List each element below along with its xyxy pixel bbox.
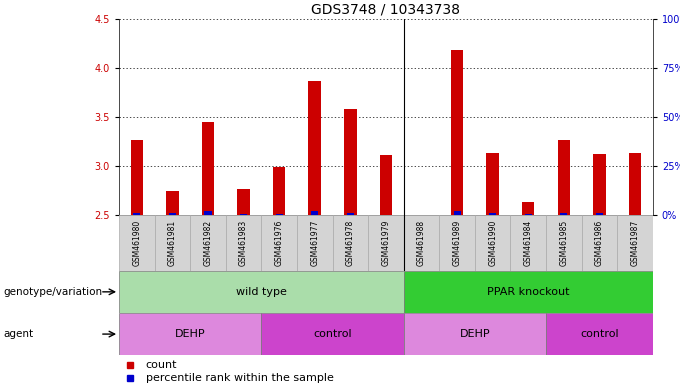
Bar bbox=[333, 215, 368, 271]
Text: GSM461988: GSM461988 bbox=[417, 220, 426, 266]
Bar bbox=[617, 215, 653, 271]
Text: GSM461980: GSM461980 bbox=[133, 220, 141, 266]
Text: percentile rank within the sample: percentile rank within the sample bbox=[146, 373, 334, 383]
Text: PPAR knockout: PPAR knockout bbox=[487, 287, 569, 297]
Text: GSM461985: GSM461985 bbox=[560, 220, 568, 266]
Text: genotype/variation: genotype/variation bbox=[3, 287, 103, 297]
Bar bbox=[522, 202, 534, 215]
Bar bbox=[297, 215, 333, 271]
Bar bbox=[368, 215, 404, 271]
Bar bbox=[593, 154, 606, 215]
Bar bbox=[119, 215, 154, 271]
Text: GSM461983: GSM461983 bbox=[239, 220, 248, 266]
Bar bbox=[489, 213, 496, 215]
Text: DEHP: DEHP bbox=[175, 329, 205, 339]
Text: GSM461987: GSM461987 bbox=[630, 220, 639, 266]
Bar bbox=[546, 215, 581, 271]
Bar bbox=[451, 50, 463, 215]
Text: GSM461984: GSM461984 bbox=[524, 220, 532, 266]
Bar bbox=[560, 213, 567, 215]
Text: count: count bbox=[146, 360, 177, 370]
Bar bbox=[439, 215, 475, 271]
Bar bbox=[511, 215, 546, 271]
Bar bbox=[404, 313, 546, 355]
Bar bbox=[240, 214, 247, 215]
Text: GSM461977: GSM461977 bbox=[310, 220, 319, 266]
Text: GSM461982: GSM461982 bbox=[203, 220, 212, 266]
Text: GSM461979: GSM461979 bbox=[381, 220, 390, 266]
Bar bbox=[546, 313, 653, 355]
Bar bbox=[202, 122, 214, 215]
Bar bbox=[309, 81, 321, 215]
Bar bbox=[404, 215, 439, 271]
Bar bbox=[311, 211, 318, 215]
Bar bbox=[486, 153, 499, 215]
Bar bbox=[261, 313, 404, 355]
Bar bbox=[525, 214, 532, 215]
Bar bbox=[119, 313, 261, 355]
Bar bbox=[581, 215, 617, 271]
Bar bbox=[347, 213, 354, 215]
Text: GSM461990: GSM461990 bbox=[488, 220, 497, 266]
Text: control: control bbox=[580, 329, 619, 339]
Bar bbox=[475, 215, 511, 271]
Bar bbox=[275, 214, 283, 215]
Bar bbox=[629, 153, 641, 215]
Bar bbox=[166, 190, 179, 215]
Text: agent: agent bbox=[3, 329, 33, 339]
Bar bbox=[273, 167, 286, 215]
Bar bbox=[119, 271, 404, 313]
Bar bbox=[131, 140, 143, 215]
Title: GDS3748 / 10343738: GDS3748 / 10343738 bbox=[311, 3, 460, 17]
Text: control: control bbox=[313, 329, 352, 339]
Bar bbox=[169, 213, 176, 215]
Text: DEHP: DEHP bbox=[460, 329, 490, 339]
Bar bbox=[190, 215, 226, 271]
Bar bbox=[226, 215, 261, 271]
Bar bbox=[205, 211, 211, 215]
Bar bbox=[596, 213, 603, 215]
Bar bbox=[379, 155, 392, 215]
Bar bbox=[454, 211, 460, 215]
Bar bbox=[558, 140, 570, 215]
Bar bbox=[237, 189, 250, 215]
Text: GSM461989: GSM461989 bbox=[453, 220, 462, 266]
Bar bbox=[154, 215, 190, 271]
Text: GSM461978: GSM461978 bbox=[346, 220, 355, 266]
Text: GSM461981: GSM461981 bbox=[168, 220, 177, 266]
Bar bbox=[261, 215, 297, 271]
Bar bbox=[404, 271, 653, 313]
Bar bbox=[344, 109, 356, 215]
Text: wild type: wild type bbox=[236, 287, 287, 297]
Text: GSM461976: GSM461976 bbox=[275, 220, 284, 266]
Bar bbox=[133, 213, 140, 215]
Text: GSM461986: GSM461986 bbox=[595, 220, 604, 266]
